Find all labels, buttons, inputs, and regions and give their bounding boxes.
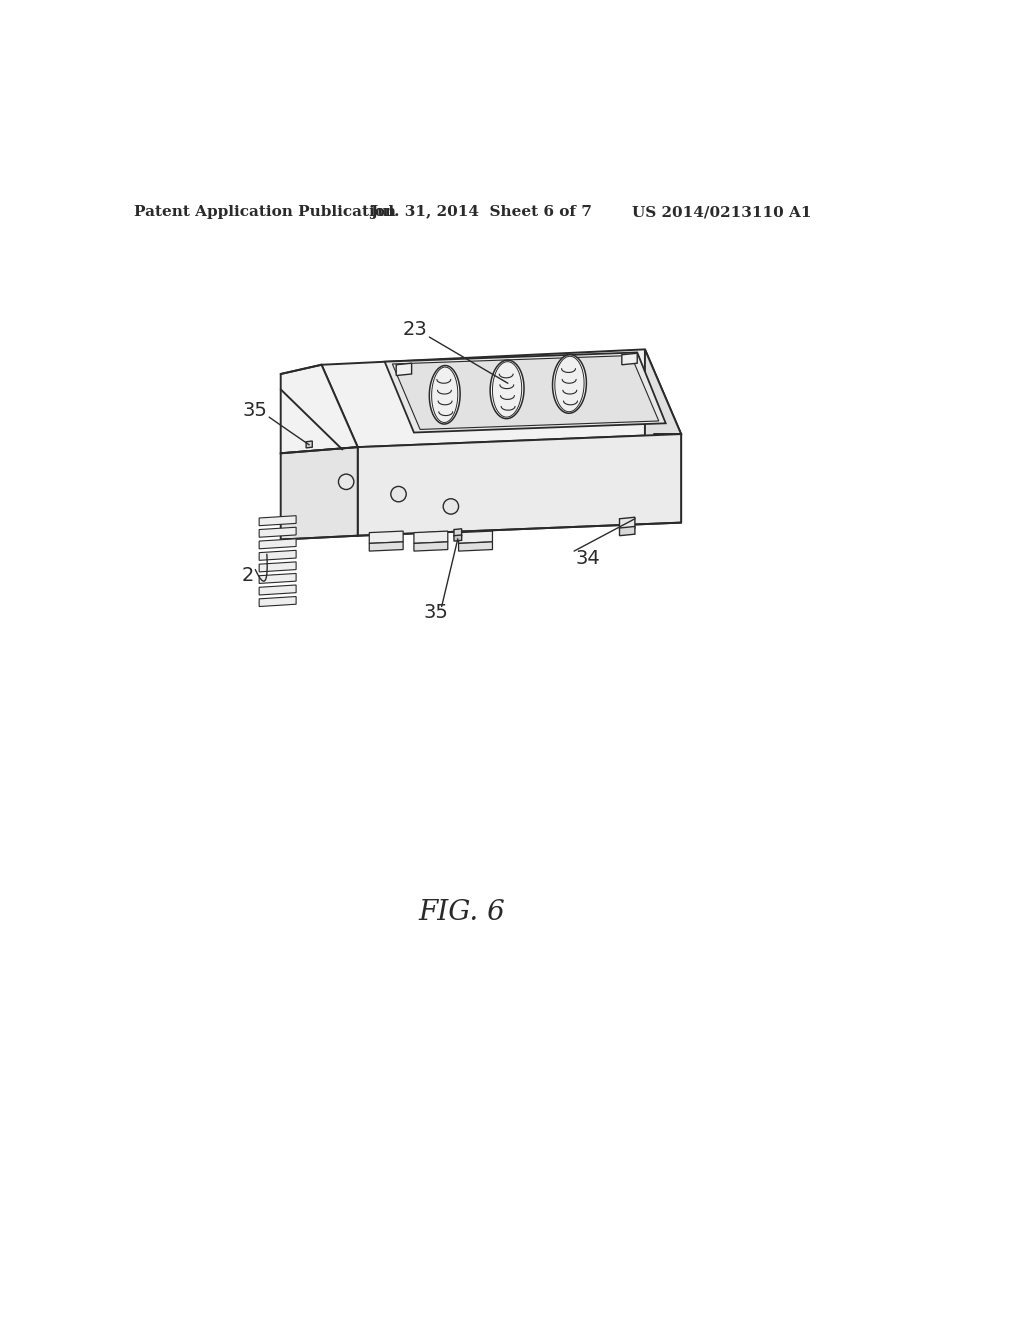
Polygon shape (306, 441, 312, 447)
Polygon shape (259, 550, 296, 561)
Polygon shape (459, 543, 493, 552)
Polygon shape (493, 362, 521, 417)
Polygon shape (432, 367, 458, 422)
Polygon shape (259, 539, 296, 549)
Polygon shape (645, 350, 681, 523)
Polygon shape (620, 517, 635, 529)
Polygon shape (259, 562, 296, 572)
Polygon shape (396, 363, 412, 376)
Polygon shape (322, 350, 681, 447)
Text: 2: 2 (242, 566, 254, 585)
Polygon shape (459, 531, 493, 544)
Polygon shape (281, 364, 357, 453)
Text: 34: 34 (575, 549, 600, 569)
Polygon shape (259, 516, 296, 525)
Polygon shape (370, 531, 403, 544)
Ellipse shape (391, 487, 407, 502)
Polygon shape (454, 535, 462, 541)
Polygon shape (357, 434, 681, 536)
Polygon shape (555, 356, 584, 412)
Polygon shape (490, 360, 524, 418)
Ellipse shape (443, 499, 459, 515)
Polygon shape (259, 585, 296, 595)
Polygon shape (622, 354, 637, 364)
Polygon shape (553, 355, 587, 413)
Text: Patent Application Publication: Patent Application Publication (134, 206, 396, 219)
Text: Jul. 31, 2014  Sheet 6 of 7: Jul. 31, 2014 Sheet 6 of 7 (370, 206, 592, 219)
Ellipse shape (339, 474, 354, 490)
Polygon shape (259, 597, 296, 607)
Polygon shape (370, 543, 403, 552)
Polygon shape (385, 352, 666, 433)
Text: 35: 35 (243, 401, 267, 421)
Polygon shape (281, 447, 357, 540)
Polygon shape (259, 527, 296, 537)
Polygon shape (414, 543, 447, 552)
Polygon shape (429, 366, 460, 424)
Polygon shape (414, 531, 447, 544)
Text: 35: 35 (423, 603, 447, 622)
Polygon shape (259, 573, 296, 583)
Text: 23: 23 (403, 319, 428, 339)
Polygon shape (620, 527, 635, 536)
Text: US 2014/0213110 A1: US 2014/0213110 A1 (632, 206, 812, 219)
Text: FIG. 6: FIG. 6 (418, 899, 505, 927)
Polygon shape (454, 529, 462, 536)
Polygon shape (392, 355, 658, 429)
